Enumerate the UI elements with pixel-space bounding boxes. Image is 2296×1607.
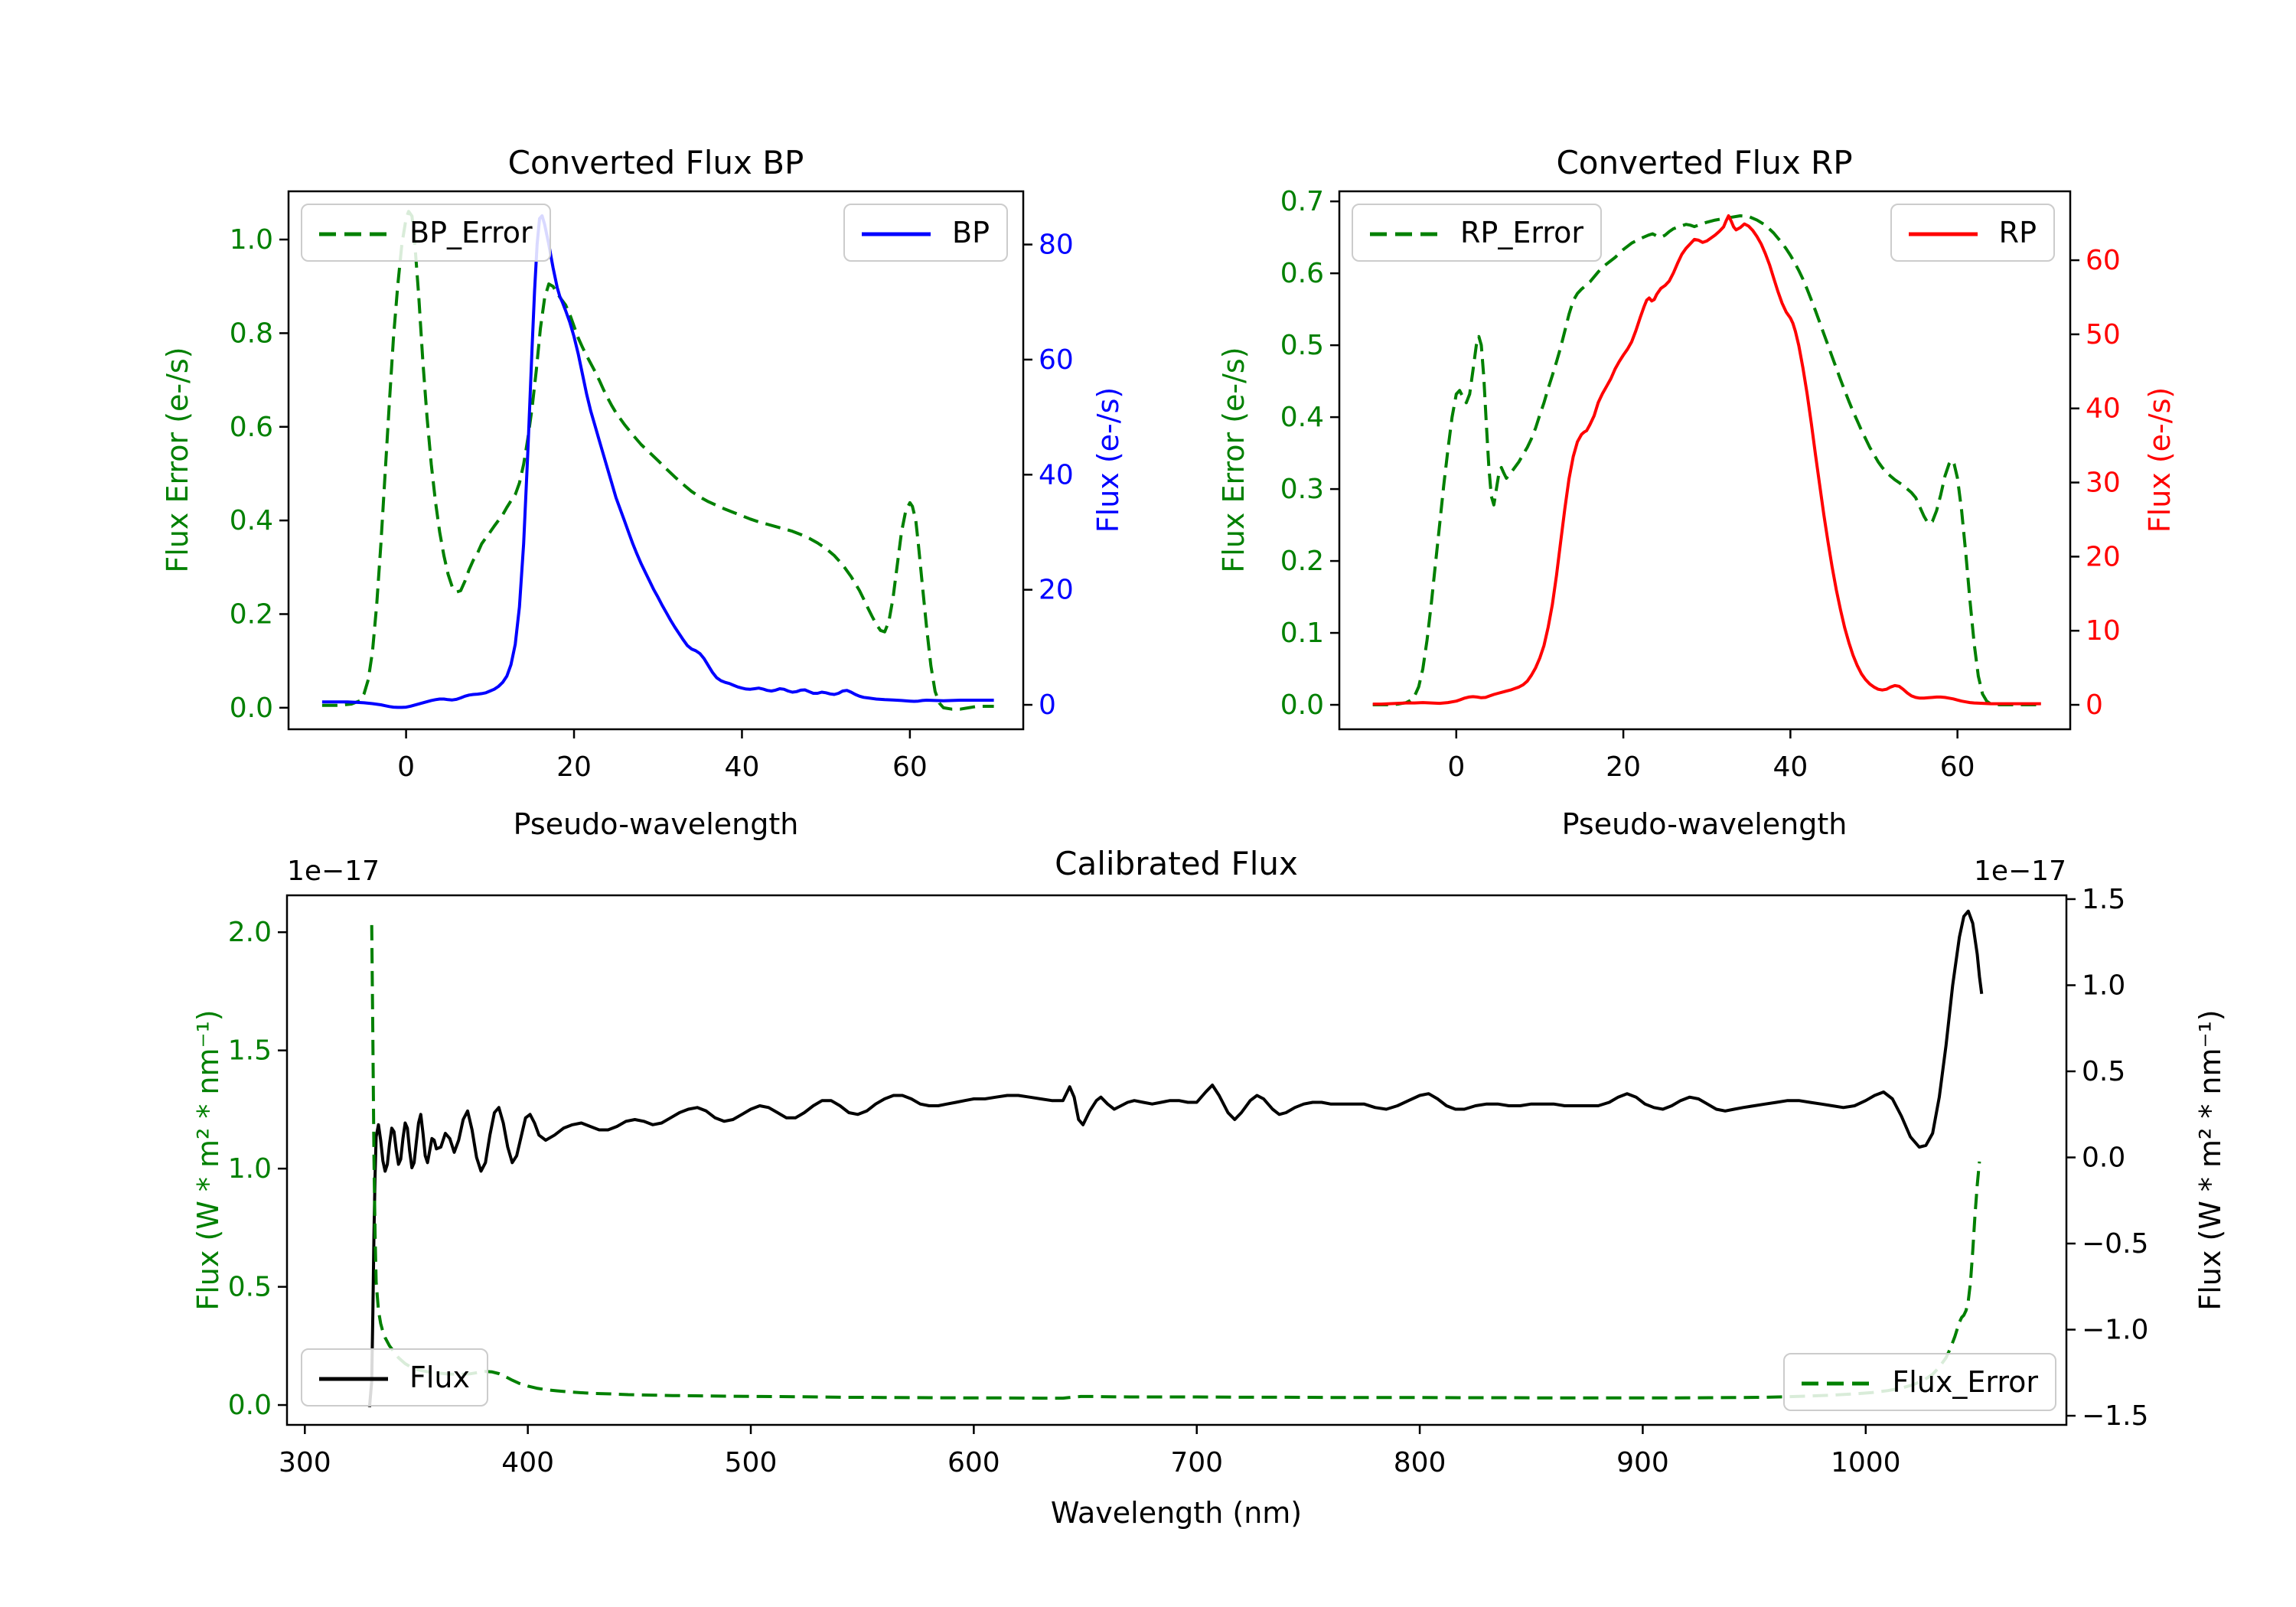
rp-x-tick-label: 20 xyxy=(1606,751,1641,783)
cal-y-tick-label-left: 1.5 xyxy=(228,1035,272,1067)
cal-x-tick-label: 1000 xyxy=(1831,1447,1901,1478)
rp-legend: RP xyxy=(1890,204,2055,262)
bp-legend-label: BP xyxy=(952,216,990,249)
rp-x-tick-label: 40 xyxy=(1773,751,1808,783)
bp-y-tick-label-left: 0.8 xyxy=(230,318,273,349)
bp-y-tick-label-left: 0.2 xyxy=(230,598,273,630)
cal-title: Calibrated Flux xyxy=(1055,845,1298,882)
bp-y-tick-label-left: 1.0 xyxy=(230,224,273,256)
bp-y-tick-label-right: 40 xyxy=(1039,459,1074,491)
bp-legend-line xyxy=(862,228,931,238)
cal-y-tick-label-right: −1.5 xyxy=(2082,1400,2148,1432)
cal-x-tick-label: 900 xyxy=(1616,1447,1669,1478)
bp-y-tick-label-right: 0 xyxy=(1039,689,1056,721)
cal-ylabel-left: Flux (W * m² * nm⁻¹) xyxy=(191,1009,225,1311)
rp-x-tick-label: 0 xyxy=(1447,751,1465,783)
cal-y-tick-label-right: 1.5 xyxy=(2082,884,2125,915)
rp-y-tick-label-left: 0.6 xyxy=(1280,258,1324,289)
rp-y-tick-label-left: 0.4 xyxy=(1280,402,1324,433)
cal-x-tick-label: 600 xyxy=(947,1447,1000,1478)
bp-y-tick-label-right: 80 xyxy=(1039,230,1074,261)
flux-legend: Flux xyxy=(301,1348,488,1407)
bp-y-tick-label-left: 0.0 xyxy=(230,693,273,724)
rp-curve-rp xyxy=(1372,214,2041,706)
rp-error-legend-label: RP_Error xyxy=(1460,216,1583,249)
rp-legend-line xyxy=(1908,228,1978,238)
bp-y-tick-label-left: 0.4 xyxy=(230,505,273,536)
cal-offset-text-right: 1e−17 xyxy=(1973,856,2066,887)
cal-x-tick-label: 400 xyxy=(501,1447,554,1478)
cal-offset-text-left: 1e−17 xyxy=(287,856,380,887)
rp-ylabel-left: Flux Error (e-/s) xyxy=(1217,347,1251,573)
rp-y-tick-label-left: 0.0 xyxy=(1280,689,1324,721)
rp-axes-frame xyxy=(1338,190,2072,731)
flux-legend-label: Flux xyxy=(409,1361,470,1394)
cal-y-tick-label-right: 0.5 xyxy=(2082,1056,2125,1087)
cal-y-tick-label-left: 2.0 xyxy=(228,917,272,948)
cal-x-tick-label: 300 xyxy=(279,1447,331,1478)
flux-error-legend: Flux_Error xyxy=(1783,1353,2056,1411)
bp-x-tick-label: 40 xyxy=(725,751,760,783)
bp-y-tick-label-right: 20 xyxy=(1039,575,1074,606)
bp-error-legend: BP_Error xyxy=(301,204,551,262)
rp-y-tick-label-right: 10 xyxy=(2086,615,2121,647)
rp-ylabel-right: Flux (e-/s) xyxy=(2143,386,2177,533)
rp-y-tick-label-right: 50 xyxy=(2086,319,2121,350)
cal-curve-flux_error xyxy=(370,924,1981,1400)
bp-y-tick-label-left: 0.6 xyxy=(230,412,273,443)
bp-x-tick-label: 0 xyxy=(397,751,415,783)
flux-error-legend-line xyxy=(1802,1377,1871,1387)
rp-y-tick-label-left: 0.5 xyxy=(1280,330,1324,361)
rp-legend-label: RP xyxy=(1998,216,2037,249)
cal-x-tick-label: 800 xyxy=(1394,1447,1446,1478)
bp-curve-bp xyxy=(321,214,994,709)
rp-x-tick-label: 60 xyxy=(1940,751,1975,783)
cal-ylabel-right: Flux (W * m² * nm⁻¹) xyxy=(2193,1009,2227,1311)
rp-y-tick-label-left: 0.1 xyxy=(1280,618,1324,649)
cal-x-tick-label: 500 xyxy=(725,1447,778,1478)
bp-x-tick-label: 60 xyxy=(892,751,928,783)
cal-x-tick-label: 700 xyxy=(1170,1447,1223,1478)
cal-xlabel: Wavelength (nm) xyxy=(1050,1496,1303,1530)
rp-error-legend-line xyxy=(1370,228,1439,238)
cal-y-tick-label-right: 0.0 xyxy=(2082,1143,2125,1174)
flux-error-legend-label: Flux_Error xyxy=(1892,1365,2038,1399)
rp-y-tick-label-left: 0.2 xyxy=(1280,546,1324,577)
rp-y-tick-label-right: 30 xyxy=(2086,468,2121,499)
cal-y-tick-label-left: 1.0 xyxy=(228,1153,272,1185)
cal-axes-frame xyxy=(285,894,2068,1426)
bp-x-tick-label: 20 xyxy=(556,751,592,783)
rp-y-tick-label-right: 60 xyxy=(2086,245,2121,276)
cal-y-tick-label-right: −1.0 xyxy=(2082,1315,2148,1346)
cal-y-tick-label-right: 1.0 xyxy=(2082,970,2125,1001)
bp-ylabel-right: Flux (e-/s) xyxy=(1091,386,1125,533)
cal-y-tick-label-left: 0.0 xyxy=(228,1390,272,1421)
bp-ylabel-left: Flux Error (e-/s) xyxy=(161,347,194,573)
rp-title: Converted Flux RP xyxy=(1556,144,1853,181)
bp-error-legend-line xyxy=(319,228,388,238)
bp-error-legend-label: BP_Error xyxy=(409,216,533,249)
bp-axes-frame xyxy=(287,190,1025,731)
rp-y-tick-label-right: 20 xyxy=(2086,541,2121,572)
bp-curve-bp_error xyxy=(321,210,994,711)
rp-y-tick-label-left: 0.7 xyxy=(1280,186,1324,217)
rp-xlabel: Pseudo-wavelength xyxy=(1561,807,1848,841)
rp-y-tick-label-right: 0 xyxy=(2086,689,2103,721)
flux-legend-line xyxy=(319,1373,388,1383)
rp-y-tick-label-right: 40 xyxy=(2086,393,2121,425)
bp-y-tick-label-right: 60 xyxy=(1039,344,1074,376)
rp-curve-rp_error xyxy=(1372,214,2041,706)
rp-y-tick-label-left: 0.3 xyxy=(1280,474,1324,505)
bp-title: Converted Flux BP xyxy=(507,144,804,181)
cal-y-tick-label-right: −0.5 xyxy=(2082,1228,2148,1260)
bp-legend: BP xyxy=(843,204,1008,262)
rp-error-legend: RP_Error xyxy=(1352,204,1602,262)
cal-curve-flux xyxy=(367,909,1984,1407)
bp-xlabel: Pseudo-wavelength xyxy=(513,807,799,841)
cal-y-tick-label-left: 0.5 xyxy=(228,1272,272,1303)
